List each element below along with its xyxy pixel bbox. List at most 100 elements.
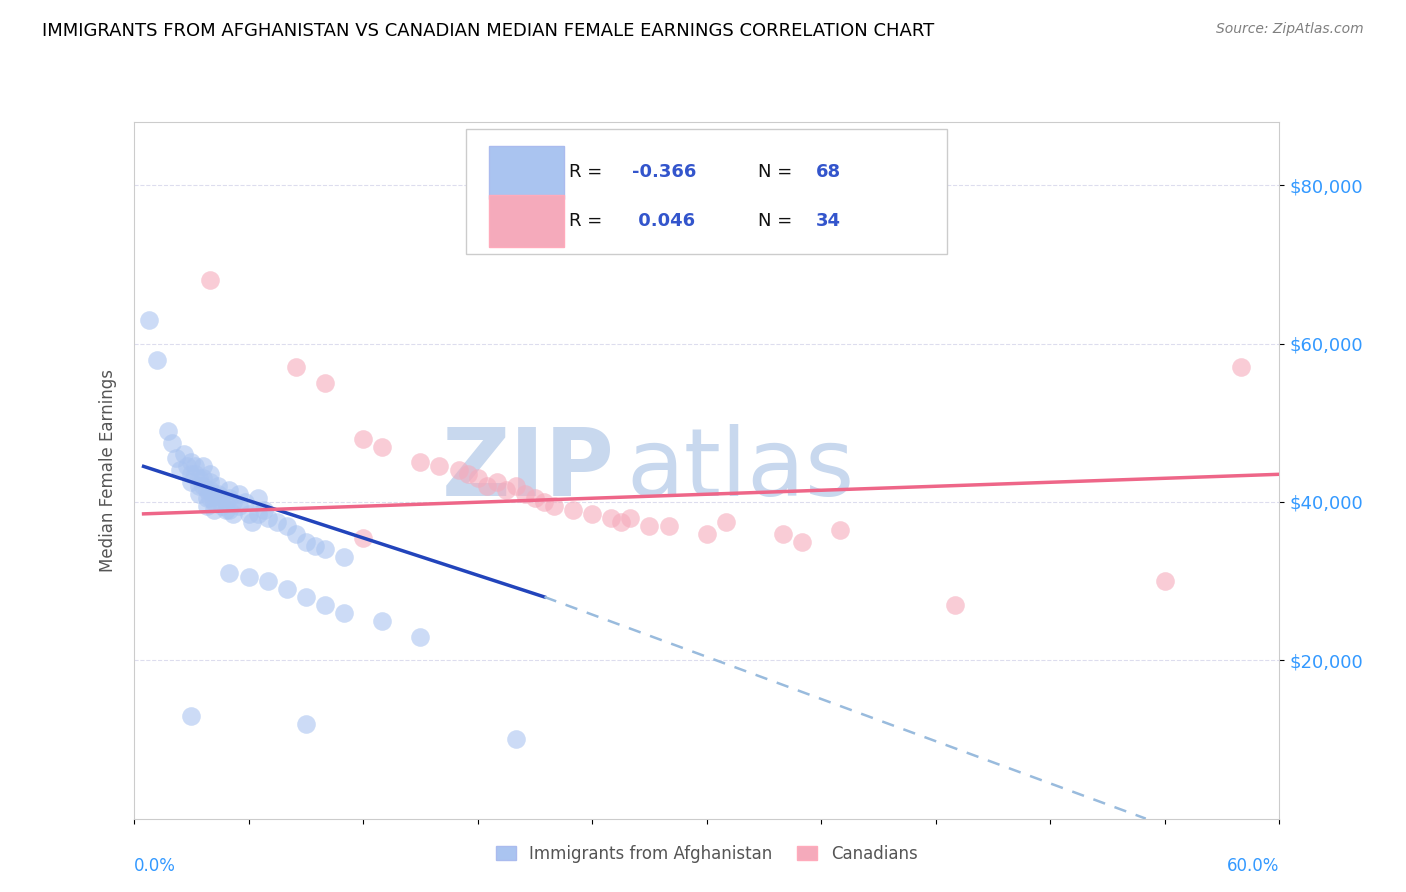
Text: ZIP: ZIP — [443, 425, 614, 516]
Point — [285, 360, 308, 375]
Point — [187, 479, 209, 493]
Point — [505, 479, 527, 493]
Point — [657, 518, 679, 533]
Point — [191, 471, 214, 485]
Text: IMMIGRANTS FROM AFGHANISTAN VS CANADIAN MEDIAN FEMALE EARNINGS CORRELATION CHART: IMMIGRANTS FROM AFGHANISTAN VS CANADIAN … — [42, 22, 935, 40]
Point — [943, 598, 966, 612]
Point — [371, 614, 394, 628]
Point — [176, 459, 198, 474]
Point — [173, 448, 195, 462]
Text: R =: R = — [569, 163, 603, 181]
Point — [200, 467, 222, 482]
Point — [285, 526, 308, 541]
Point — [429, 459, 451, 474]
Point — [202, 495, 225, 509]
Point — [304, 539, 326, 553]
Point — [187, 471, 209, 485]
Point — [218, 491, 240, 505]
Point — [180, 455, 202, 469]
Point — [218, 503, 240, 517]
Point — [138, 313, 160, 327]
Point — [333, 550, 356, 565]
Point — [533, 495, 555, 509]
Point — [207, 487, 229, 501]
Point — [409, 630, 432, 644]
Point — [314, 542, 336, 557]
Point — [253, 503, 276, 517]
Text: N =: N = — [758, 212, 793, 230]
Point — [169, 463, 191, 477]
Point — [256, 511, 278, 525]
Point — [1153, 574, 1175, 589]
Point — [638, 518, 661, 533]
Point — [333, 606, 356, 620]
Point — [207, 479, 229, 493]
Point — [477, 479, 499, 493]
Point — [610, 515, 633, 529]
Point — [180, 708, 202, 723]
Point — [202, 487, 225, 501]
Point — [256, 574, 278, 589]
Point — [187, 487, 209, 501]
Point — [157, 424, 180, 438]
Point — [200, 475, 222, 490]
Point — [600, 511, 623, 525]
Text: 34: 34 — [815, 212, 841, 230]
Point — [314, 376, 336, 391]
Point — [202, 503, 225, 517]
Point — [180, 467, 202, 482]
Point — [772, 526, 794, 541]
Point — [467, 471, 489, 485]
Point — [523, 491, 546, 505]
Point — [146, 352, 169, 367]
Point — [295, 590, 318, 604]
Point — [160, 435, 183, 450]
Point — [276, 518, 298, 533]
Point — [543, 499, 565, 513]
Text: 60.0%: 60.0% — [1227, 857, 1279, 875]
Point — [447, 463, 470, 477]
Text: 68: 68 — [815, 163, 841, 181]
Point — [314, 598, 336, 612]
Y-axis label: Median Female Earnings: Median Female Earnings — [100, 368, 117, 572]
Point — [295, 716, 318, 731]
Text: R =: R = — [569, 212, 603, 230]
Point — [180, 475, 202, 490]
Point — [247, 491, 270, 505]
Point — [276, 582, 298, 596]
Point — [409, 455, 432, 469]
Point — [696, 526, 718, 541]
Point — [218, 483, 240, 497]
Text: Source: ZipAtlas.com: Source: ZipAtlas.com — [1216, 22, 1364, 37]
Point — [200, 491, 222, 505]
Text: -0.366: -0.366 — [633, 163, 696, 181]
Point — [714, 515, 737, 529]
Text: N =: N = — [758, 163, 793, 181]
Text: 0.0%: 0.0% — [134, 857, 176, 875]
Point — [184, 467, 207, 482]
Point — [233, 495, 256, 509]
Point — [295, 534, 318, 549]
Point — [238, 570, 260, 584]
Point — [191, 459, 214, 474]
Point — [352, 432, 374, 446]
Point — [562, 503, 585, 517]
Point — [195, 499, 218, 513]
Point — [222, 495, 245, 509]
FancyBboxPatch shape — [489, 146, 564, 199]
Point — [200, 273, 222, 287]
FancyBboxPatch shape — [467, 129, 948, 254]
Point — [515, 487, 537, 501]
Point — [211, 499, 233, 513]
Point — [371, 440, 394, 454]
Point — [247, 507, 270, 521]
Legend: Immigrants from Afghanistan, Canadians: Immigrants from Afghanistan, Canadians — [489, 838, 924, 870]
Point — [195, 483, 218, 497]
Point — [242, 515, 264, 529]
Point — [238, 507, 260, 521]
Point — [228, 499, 250, 513]
Point — [505, 732, 527, 747]
Point — [619, 511, 641, 525]
Point — [457, 467, 479, 482]
Point — [214, 503, 236, 517]
